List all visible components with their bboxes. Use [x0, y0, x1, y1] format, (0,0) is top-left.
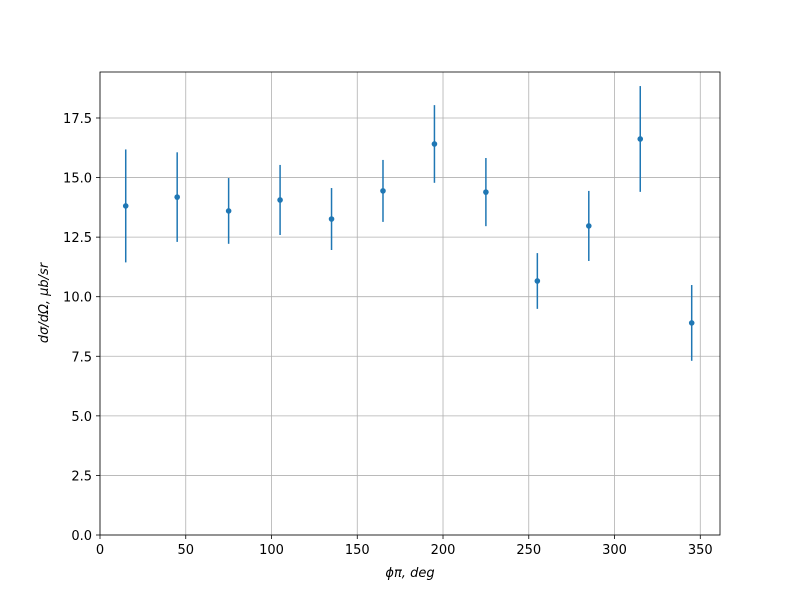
y-tick-label: 15.0 — [63, 172, 92, 187]
x-tick-label: 200 — [431, 543, 456, 558]
data-point — [174, 194, 180, 200]
x-axis-label: ϕπ, deg — [385, 566, 434, 581]
data-point — [431, 141, 438, 147]
y-tick-label: 2.5 — [71, 469, 92, 484]
plot-frame — [99, 71, 721, 536]
x-tick-label: 0 — [96, 543, 104, 558]
x-tick-label: 100 — [259, 543, 284, 558]
data-point — [483, 189, 489, 195]
x-tick-label: 50 — [177, 543, 194, 558]
data-point — [585, 223, 592, 229]
x-tick-label: 350 — [688, 543, 713, 558]
y-tick-label: 12.5 — [63, 231, 92, 246]
x-tick-label: 300 — [602, 543, 627, 558]
data-point — [225, 208, 232, 214]
y-tick-label: 0.0 — [71, 529, 92, 544]
data-point — [637, 136, 644, 142]
y-tick-label: 17.5 — [63, 112, 92, 127]
data-point — [122, 203, 129, 209]
data-point — [380, 188, 386, 194]
y-tick-label: 10.0 — [63, 291, 92, 306]
y-tick-label: 7.5 — [71, 350, 92, 365]
data-point — [688, 320, 695, 326]
data-point — [328, 216, 335, 222]
x-tick-label: 150 — [345, 543, 370, 558]
y-tick-label: 5.0 — [71, 410, 92, 425]
data-point — [277, 197, 283, 203]
x-tick-label: 250 — [516, 543, 541, 558]
y-axis-label: dσ/dΩ, μb/sr — [37, 261, 52, 343]
data-point — [534, 278, 541, 284]
